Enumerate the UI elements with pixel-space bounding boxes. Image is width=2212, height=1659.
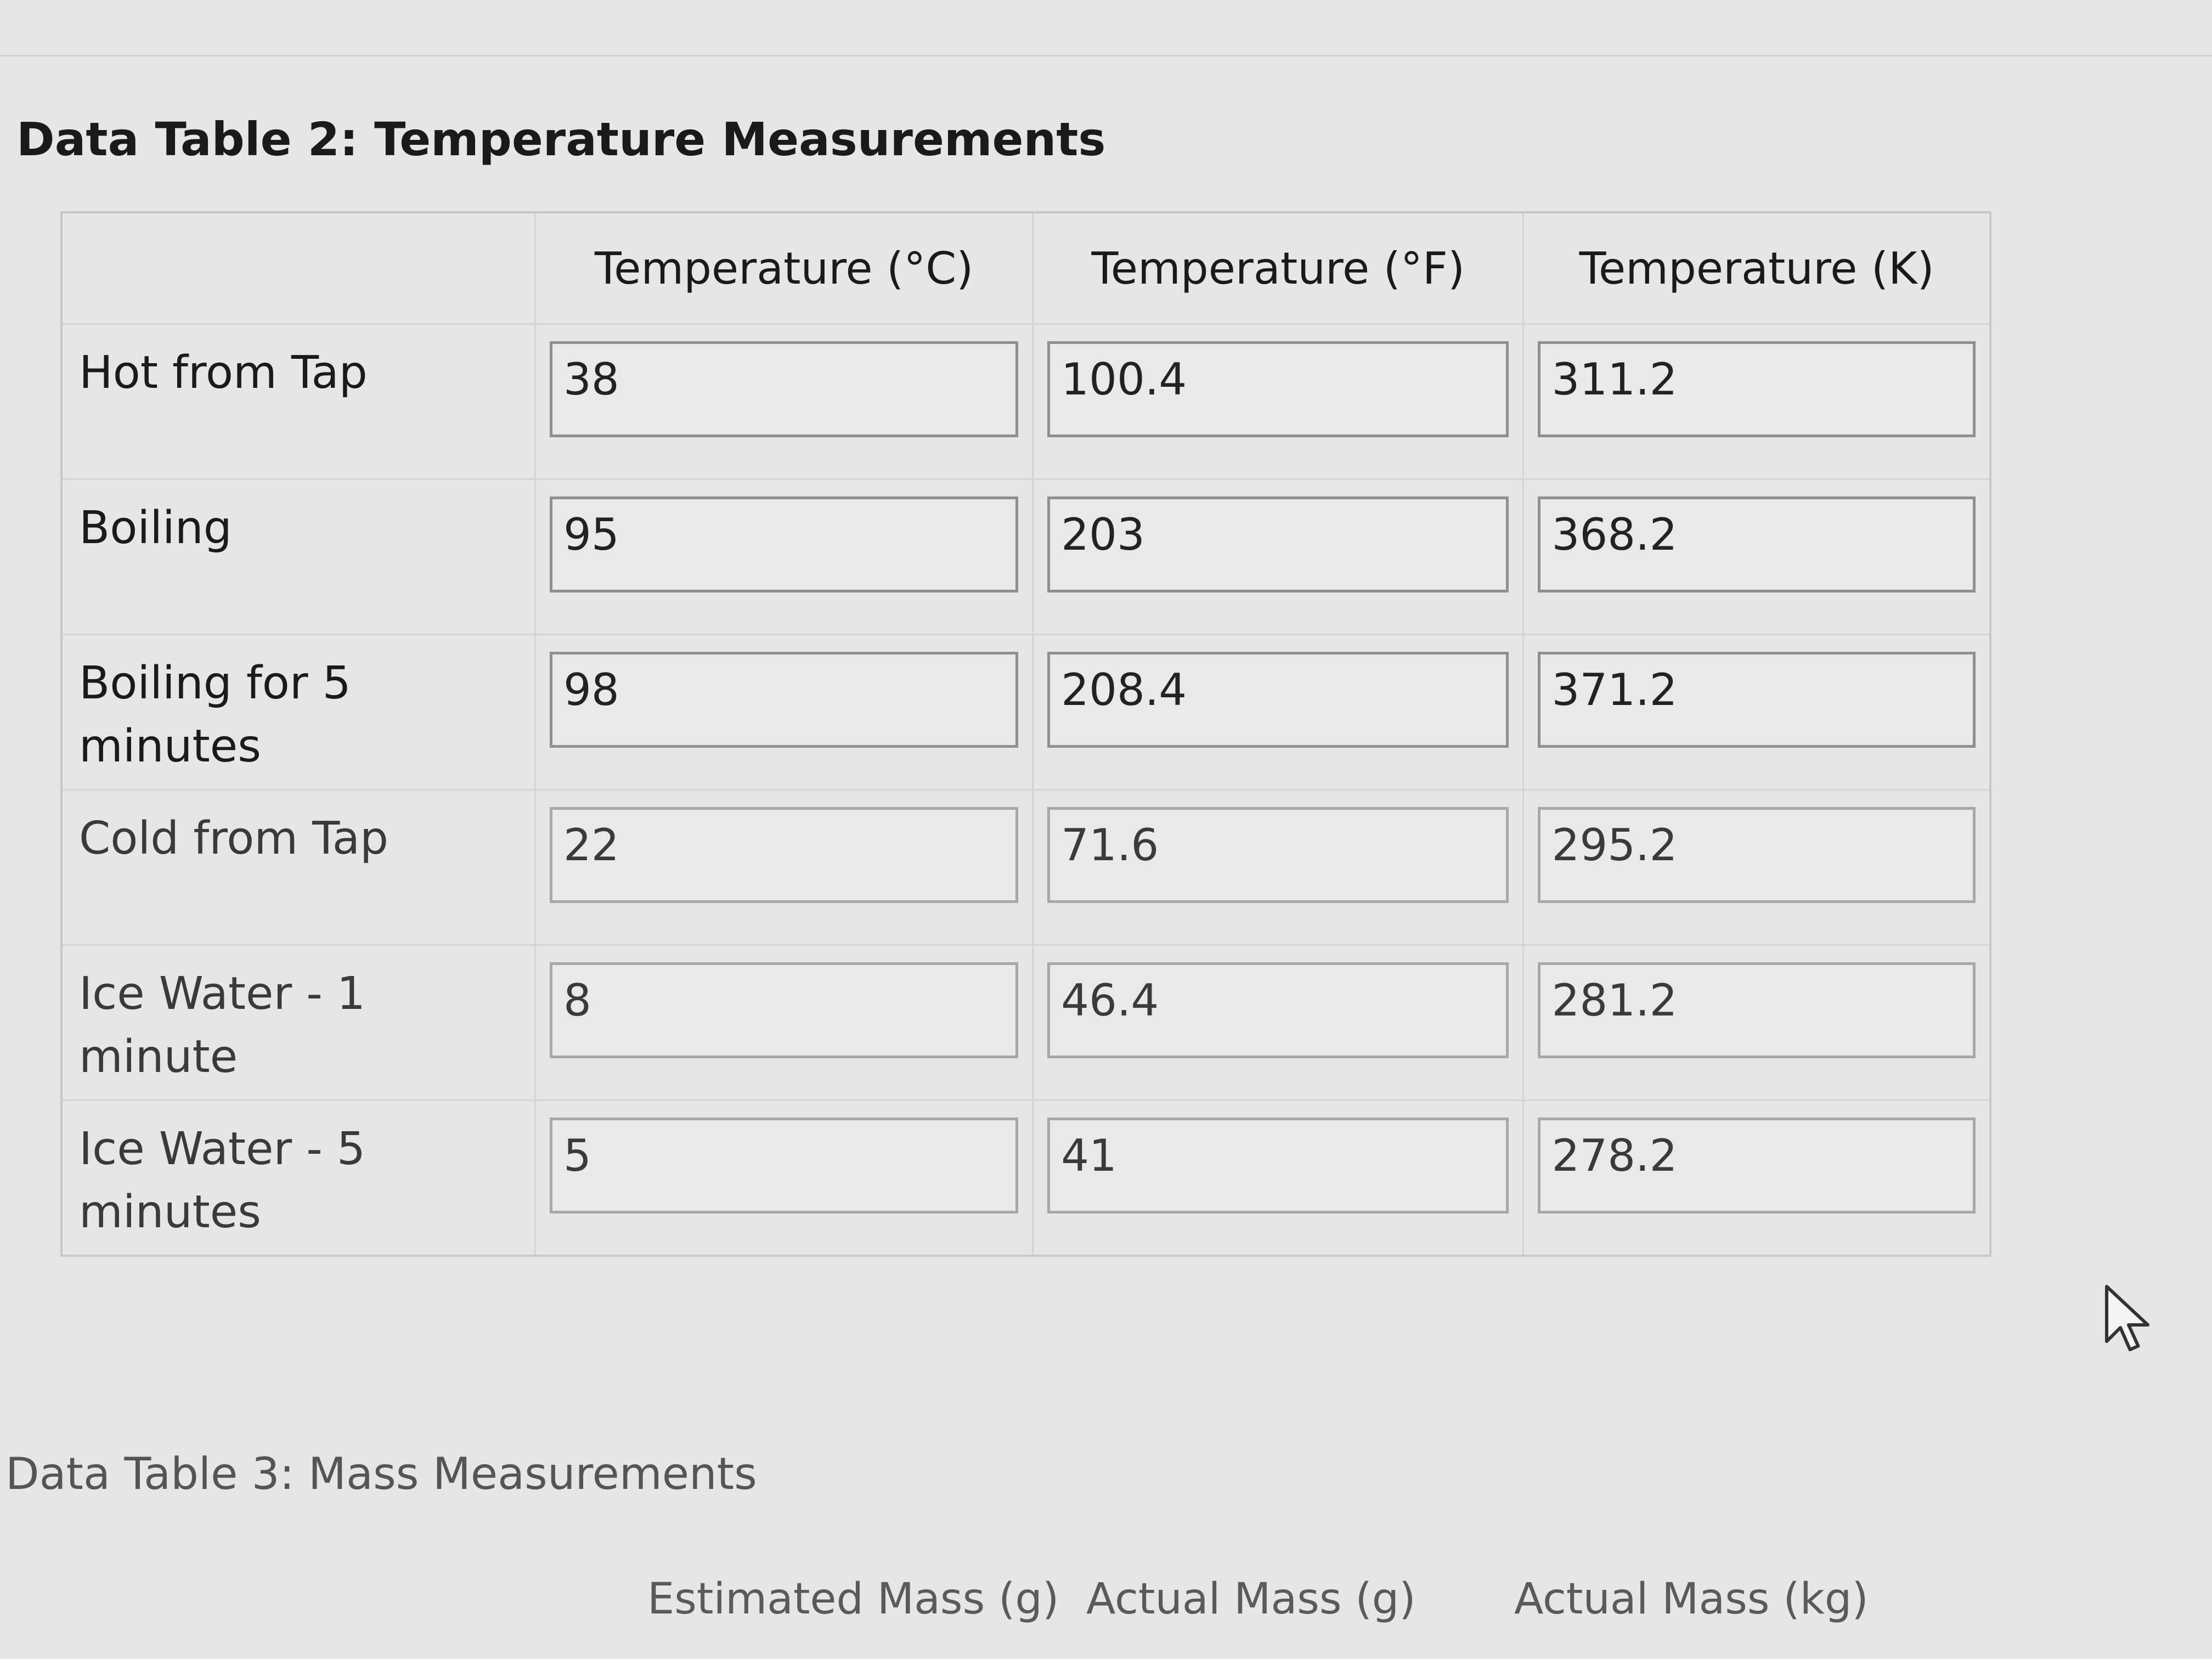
table-row: Ice Water - 1 minute 8 46.4 281.2 — [60, 944, 1991, 1101]
data-table-3-title: Data Table 3: Mass Measurements — [5, 1448, 757, 1499]
kelvin-input[interactable]: 311.2 — [1538, 341, 1976, 437]
header-kelvin: Temperature (K) — [1522, 211, 1991, 325]
table-row: Boiling 95 203 368.2 — [60, 478, 1991, 635]
fahrenheit-input[interactable]: 208.4 — [1047, 652, 1509, 748]
celsius-input[interactable]: 98 — [550, 652, 1019, 748]
row-label-ice-water-5-min: Ice Water - 5 minutes — [60, 1099, 536, 1257]
fahrenheit-input[interactable]: 46.4 — [1047, 962, 1509, 1058]
table-row: Ice Water - 5 minutes 5 41 278.2 — [60, 1099, 1991, 1257]
fahrenheit-input[interactable]: 71.6 — [1047, 807, 1509, 903]
kelvin-input[interactable]: 295.2 — [1538, 807, 1976, 903]
kelvin-input[interactable]: 368.2 — [1538, 496, 1976, 592]
kelvin-input[interactable]: 371.2 — [1538, 652, 1976, 748]
header-actual-mass-g: Actual Mass (g) — [1086, 1575, 1416, 1624]
mouse-pointer-icon — [2105, 1285, 2149, 1351]
row-label-hot-from-tap: Hot from Tap — [60, 323, 536, 480]
row-label-boiling-5-min: Boiling for 5 minutes — [60, 634, 536, 791]
table-row: Hot from Tap 38 100.4 311.2 — [60, 323, 1991, 480]
fahrenheit-input[interactable]: 41 — [1047, 1118, 1509, 1214]
table-row: Boiling for 5 minutes 98 208.4 371.2 — [60, 634, 1991, 791]
fahrenheit-input[interactable]: 203 — [1047, 496, 1509, 592]
header-row: Temperature (°C) Temperature (°F) Temper… — [60, 211, 1991, 325]
header-corner — [60, 211, 536, 325]
row-label-boiling: Boiling — [60, 478, 536, 635]
data-table-2-title: Data Table 2: Temperature Measurements — [16, 112, 1106, 166]
celsius-input[interactable]: 8 — [550, 962, 1019, 1058]
kelvin-input[interactable]: 278.2 — [1538, 1118, 1976, 1214]
header-estimated-mass: Estimated Mass (g) — [647, 1575, 1059, 1624]
kelvin-input[interactable]: 281.2 — [1538, 962, 1976, 1058]
top-divider — [0, 55, 2212, 57]
row-label-cold-from-tap: Cold from Tap — [60, 789, 536, 946]
celsius-input[interactable]: 5 — [550, 1118, 1019, 1214]
fahrenheit-input[interactable]: 100.4 — [1047, 341, 1509, 437]
celsius-input[interactable]: 38 — [550, 341, 1019, 437]
celsius-input[interactable]: 95 — [550, 496, 1019, 592]
header-fahrenheit: Temperature (°F) — [1032, 211, 1525, 325]
table-row: Cold from Tap 22 71.6 295.2 — [60, 789, 1991, 946]
temperature-table: Temperature (°C) Temperature (°F) Temper… — [60, 211, 1991, 1257]
header-actual-mass-kg: Actual Mass (kg) — [1514, 1575, 1869, 1624]
row-label-ice-water-1-min: Ice Water - 1 minute — [60, 944, 536, 1101]
header-celsius: Temperature (°C) — [534, 211, 1034, 325]
celsius-input[interactable]: 22 — [550, 807, 1019, 903]
